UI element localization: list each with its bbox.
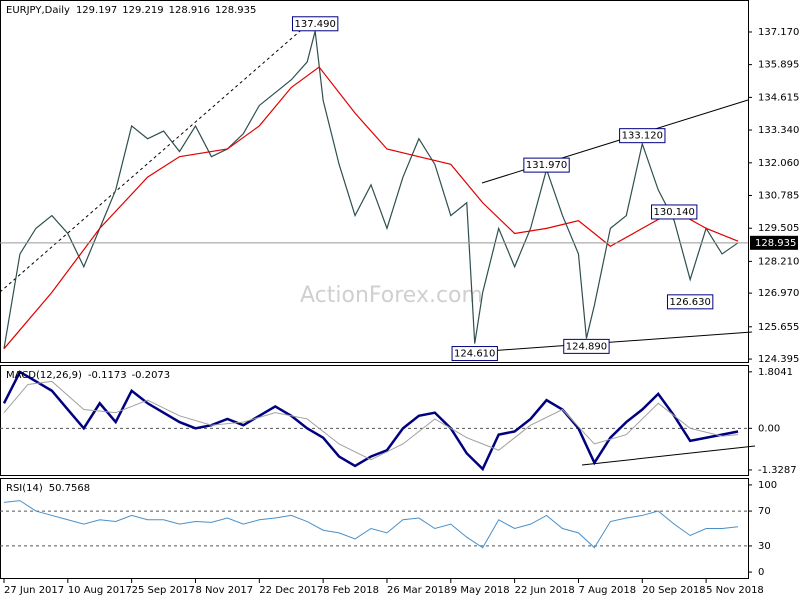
last-price-label: 128.935 bbox=[755, 238, 796, 249]
macd-panel bbox=[0, 365, 749, 476]
panel-title: RSI(14) bbox=[6, 483, 43, 494]
y-tick-label: 124.395 bbox=[758, 354, 799, 365]
x-tick-label: 8 Feb 2018 bbox=[323, 585, 379, 596]
panel-reading: -0.1173 bbox=[88, 370, 127, 381]
watermark: ActionForex.com bbox=[300, 283, 483, 308]
y-tick-label: -1.3287 bbox=[758, 465, 797, 476]
series-line bbox=[3, 380, 739, 461]
y-tick-label: 135.895 bbox=[758, 60, 799, 71]
y-tick-label: 128.210 bbox=[758, 256, 799, 267]
y-tick-label: 0 bbox=[758, 567, 764, 578]
panel-reading: 128.916 bbox=[169, 5, 210, 16]
y-tick-label: 70 bbox=[758, 506, 771, 517]
series-line bbox=[3, 500, 739, 549]
y-tick-label: 137.170 bbox=[758, 27, 799, 38]
annotation-label: 124.890 bbox=[566, 341, 607, 352]
price-panel bbox=[0, 0, 749, 363]
panel-title: MACD(12,26,9) bbox=[6, 370, 82, 381]
x-tick-label: 9 May 2018 bbox=[451, 585, 510, 596]
x-tick-label: 10 Aug 2017 bbox=[68, 585, 132, 596]
annotation-box bbox=[523, 157, 570, 173]
panel-reading: 128.935 bbox=[215, 5, 256, 16]
y-tick-label: 0.00 bbox=[758, 423, 780, 434]
series-line bbox=[3, 31, 739, 349]
series-line bbox=[2, 370, 739, 472]
annotation-box bbox=[451, 346, 498, 362]
panel-reading: 129.197 bbox=[76, 5, 117, 16]
panel-reading: 129.219 bbox=[122, 5, 163, 16]
x-tick-label: 27 Jun 2017 bbox=[4, 585, 64, 596]
x-tick-label: 20 Sep 2018 bbox=[642, 585, 705, 596]
series-line bbox=[3, 66, 739, 350]
y-tick-label: 129.505 bbox=[758, 223, 799, 234]
annotation-label: 130.140 bbox=[654, 207, 695, 218]
annotation-box bbox=[291, 16, 339, 32]
x-tick-label: 8 Nov 2017 bbox=[195, 585, 253, 596]
annotation-label: 126.630 bbox=[669, 297, 710, 308]
annotation-label: 124.610 bbox=[454, 349, 495, 360]
y-tick-label: 100 bbox=[758, 480, 777, 491]
annotation-box bbox=[619, 128, 666, 144]
panel-reading: 50.7568 bbox=[49, 483, 90, 494]
x-tick-label: 25 Sep 2017 bbox=[132, 585, 195, 596]
y-tick-label: 1.8041 bbox=[758, 367, 793, 378]
annotation-label: 131.970 bbox=[526, 160, 567, 171]
annotation-box bbox=[563, 338, 610, 354]
y-tick-label: 125.655 bbox=[758, 322, 799, 333]
y-tick-label: 30 bbox=[758, 541, 771, 552]
y-tick-label: 126.970 bbox=[758, 288, 799, 299]
last-price-box bbox=[750, 235, 798, 250]
x-tick-label: 26 Mar 2018 bbox=[387, 585, 450, 596]
trend-line bbox=[581, 445, 756, 466]
trend-line bbox=[474, 331, 753, 353]
annotation-box bbox=[666, 294, 714, 310]
y-tick-label: 134.615 bbox=[758, 92, 799, 103]
panel-reading: -0.2073 bbox=[132, 370, 171, 381]
y-tick-label: 133.340 bbox=[758, 125, 799, 136]
y-tick-label: 130.785 bbox=[758, 190, 799, 201]
y-tick-label: 132.060 bbox=[758, 158, 799, 169]
x-tick-label: 22 Jun 2018 bbox=[515, 585, 575, 596]
annotation-box bbox=[651, 204, 698, 220]
annotation-label: 137.490 bbox=[294, 19, 335, 30]
annotation-label: 133.120 bbox=[622, 131, 663, 142]
x-tick-label: 7 Aug 2018 bbox=[578, 585, 636, 596]
panel-title: EURJPY,Daily bbox=[6, 5, 70, 16]
x-tick-label: 22 Dec 2017 bbox=[259, 585, 323, 596]
rsi-panel bbox=[0, 478, 749, 579]
x-tick-label: 5 Nov 2018 bbox=[706, 585, 764, 596]
